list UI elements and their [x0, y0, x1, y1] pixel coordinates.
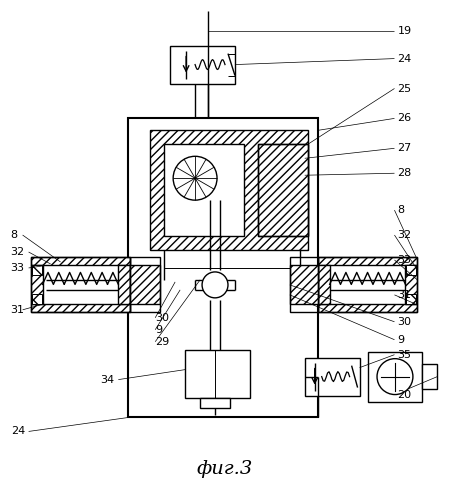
Circle shape: [377, 358, 413, 394]
Text: 31: 31: [397, 290, 411, 300]
Text: 34: 34: [101, 374, 114, 384]
Bar: [406, 294, 416, 304]
Bar: [150, 130, 308, 250]
Bar: [423, 364, 437, 388]
Bar: [200, 398, 230, 407]
Text: фиг.3: фиг.3: [196, 460, 253, 478]
Text: 24: 24: [11, 426, 25, 436]
Text: 35: 35: [397, 350, 411, 360]
Bar: [258, 144, 308, 236]
Bar: [405, 265, 418, 304]
Text: 8: 8: [397, 205, 405, 215]
Text: 27: 27: [397, 144, 412, 154]
Text: 25: 25: [397, 84, 412, 94]
Circle shape: [202, 272, 228, 298]
Text: 9: 9: [397, 334, 405, 344]
Text: 29: 29: [155, 336, 169, 346]
Bar: [31, 265, 43, 304]
Bar: [31, 294, 42, 304]
Text: 31: 31: [11, 305, 25, 315]
Text: 33: 33: [397, 255, 411, 265]
Bar: [128, 118, 318, 418]
Text: 30: 30: [397, 317, 411, 327]
Text: 30: 30: [155, 313, 169, 323]
Text: 28: 28: [397, 168, 412, 178]
Text: 32: 32: [11, 247, 25, 257]
Text: 9: 9: [155, 325, 163, 335]
Text: 20: 20: [397, 390, 412, 400]
Text: 26: 26: [397, 114, 412, 124]
Bar: [130, 257, 160, 312]
Bar: [368, 352, 423, 402]
Text: 24: 24: [397, 54, 412, 64]
Bar: [31, 304, 130, 312]
Bar: [318, 304, 418, 312]
Text: 19: 19: [397, 26, 412, 36]
Bar: [290, 265, 318, 304]
Text: 32: 32: [397, 230, 412, 240]
Bar: [318, 257, 418, 312]
Bar: [31, 257, 130, 312]
Bar: [31, 257, 130, 265]
Bar: [305, 358, 360, 396]
Bar: [185, 350, 250, 398]
Text: 8: 8: [11, 230, 18, 240]
Circle shape: [173, 156, 217, 200]
Text: 33: 33: [11, 263, 25, 273]
Bar: [318, 257, 418, 265]
Bar: [258, 144, 308, 236]
Bar: [170, 46, 235, 84]
Bar: [31, 265, 42, 275]
Bar: [119, 265, 130, 304]
Bar: [130, 265, 160, 304]
Bar: [290, 257, 318, 312]
Bar: [318, 265, 330, 304]
Bar: [164, 144, 244, 236]
Bar: [406, 265, 416, 275]
